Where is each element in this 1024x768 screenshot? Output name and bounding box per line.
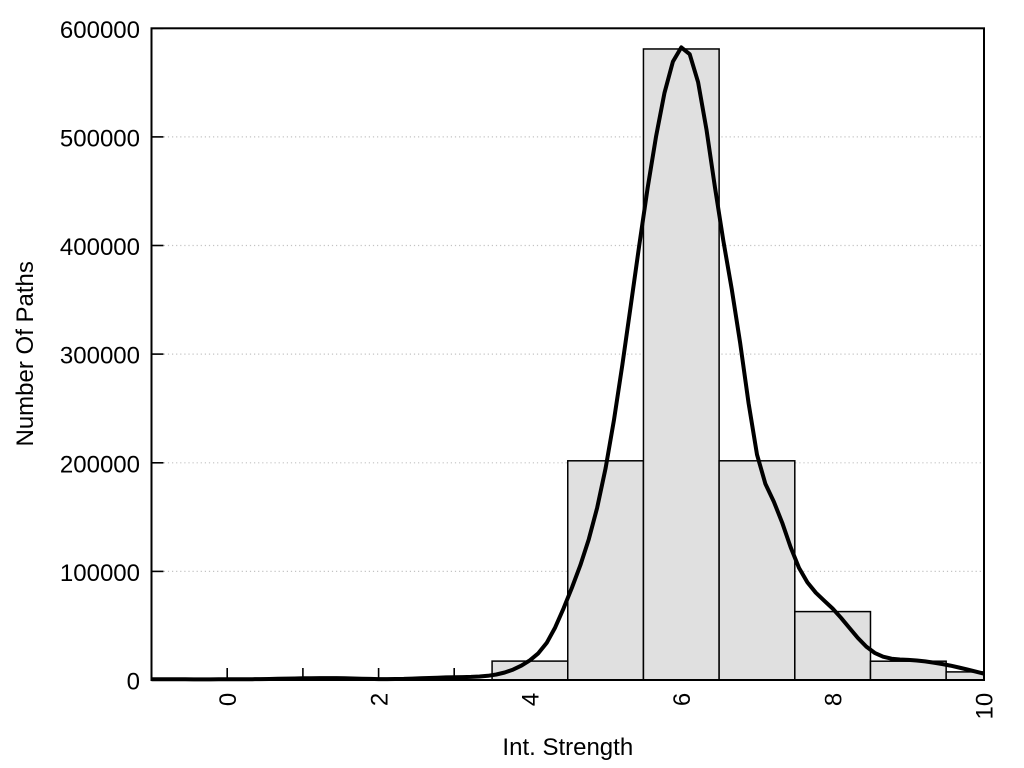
svg-text:0: 0 bbox=[127, 669, 140, 696]
svg-text:600000: 600000 bbox=[60, 17, 140, 44]
svg-text:400000: 400000 bbox=[60, 234, 140, 261]
svg-text:2: 2 bbox=[366, 693, 393, 706]
svg-text:200000: 200000 bbox=[60, 451, 140, 478]
svg-text:10: 10 bbox=[972, 693, 999, 720]
svg-text:300000: 300000 bbox=[60, 343, 140, 370]
svg-text:8: 8 bbox=[820, 693, 847, 706]
svg-text:500000: 500000 bbox=[60, 125, 140, 152]
svg-text:Int. Strength: Int. Strength bbox=[502, 734, 633, 761]
svg-text:4: 4 bbox=[518, 693, 545, 706]
svg-text:0: 0 bbox=[215, 693, 242, 706]
svg-text:6: 6 bbox=[669, 693, 696, 706]
svg-text:100000: 100000 bbox=[60, 560, 140, 587]
svg-text:Number Of Paths: Number Of Paths bbox=[12, 261, 39, 446]
